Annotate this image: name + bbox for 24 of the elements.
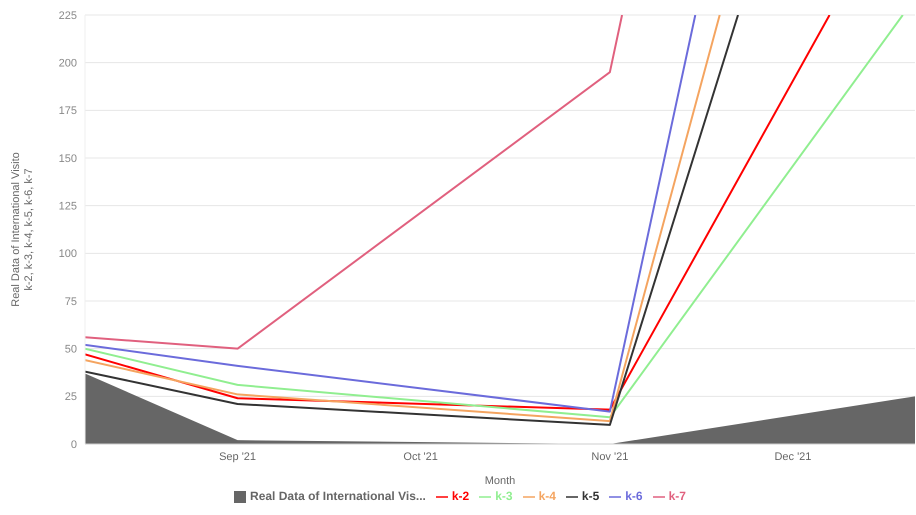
x-tick-label: Dec '21: [774, 450, 812, 463]
legend-label: k-5: [582, 489, 600, 503]
legend-label: k-6: [625, 489, 643, 503]
y-tick-label: 50: [64, 344, 77, 356]
y-tick-label: 150: [58, 152, 77, 165]
line-series: [85, 15, 624, 350]
y-axis-title: Real Data of International Visito k-2, k-3, k-4, k-5, k-6, k-7: [10, 152, 35, 307]
y-tick-label: 75: [64, 296, 77, 308]
x-tick-label: Nov '21: [591, 450, 628, 463]
y-tick-label: 225: [58, 10, 77, 22]
y-tick-label: 25: [64, 391, 77, 404]
legend-label: k-7: [668, 489, 686, 503]
x-tick-label: Sep '21: [219, 450, 256, 463]
y-tick-label: 200: [58, 58, 77, 70]
y-tick-label: 100: [58, 248, 77, 260]
x-tick-label: Oct '21: [403, 450, 438, 463]
y-tick-label: 125: [58, 200, 77, 213]
legend-label: k-4: [538, 489, 556, 503]
y-tick-label: 175: [58, 105, 77, 118]
legend-label: k-3: [495, 489, 513, 503]
y-tick-label: 0: [70, 438, 77, 451]
legend-label: Real Data of International Vis...: [250, 489, 426, 503]
x-axis-title: Month: [484, 475, 516, 487]
legend-label: k-2: [452, 489, 470, 503]
